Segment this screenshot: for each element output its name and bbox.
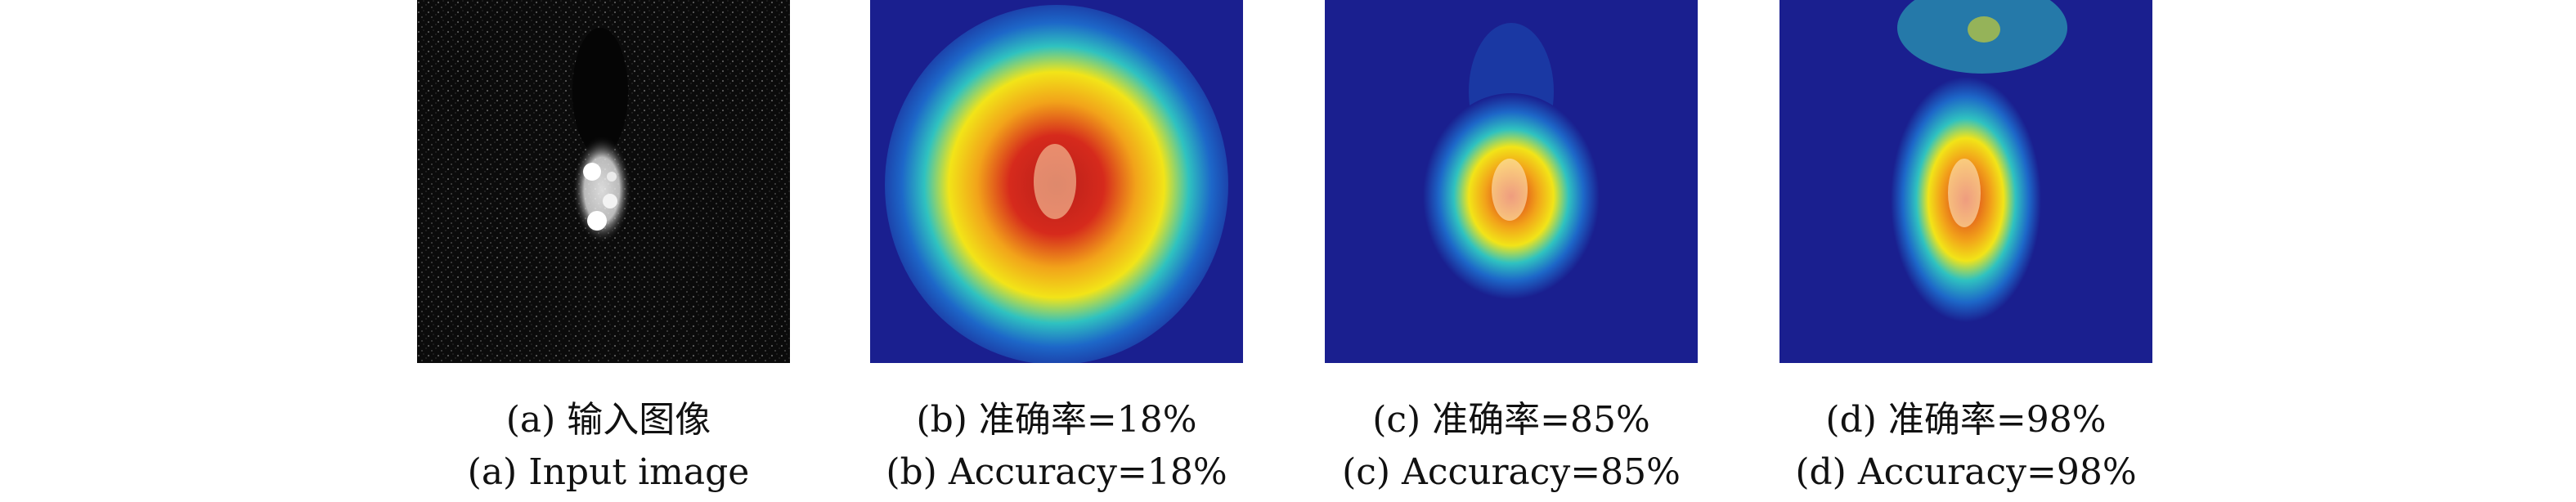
heatmap-c-graphic — [1325, 0, 1698, 363]
heatmap-c — [1325, 0, 1698, 363]
caption-en-c: (c) Accuracy=85% — [1342, 451, 1681, 493]
caption-en-a: (a) Input image — [467, 451, 750, 493]
caption-zh-d: (d) 准确率=98% — [1825, 399, 2107, 441]
caption-zh-c: (c) 准确率=85% — [1372, 399, 1650, 441]
heatmap-d-graphic — [1779, 0, 2152, 363]
input-image-graphic — [417, 0, 790, 363]
caption-zh-b: (b) 准确率=18% — [916, 399, 1197, 441]
panel-b: (b) 准确率=18% (b) Accuracy=18% — [644, 0, 1243, 502]
caption-en-b: (b) Accuracy=18% — [886, 451, 1227, 493]
heatmap-b-graphic — [870, 0, 1243, 363]
panel-input-image: (a) 输入图像 (a) Input image — [190, 0, 790, 502]
heatmap-b — [870, 0, 1243, 363]
caption-en-d: (d) Accuracy=98% — [1795, 451, 2137, 493]
input-image — [417, 0, 790, 363]
panel-d: (d) 准确率=98% (d) Accuracy=98% — [1554, 0, 2152, 502]
panel-c: (c) 准确率=85% (c) Accuracy=85% — [1099, 0, 1698, 502]
caption-zh-a: (a) 输入图像 — [505, 399, 711, 441]
heatmap-d — [1779, 0, 2152, 363]
